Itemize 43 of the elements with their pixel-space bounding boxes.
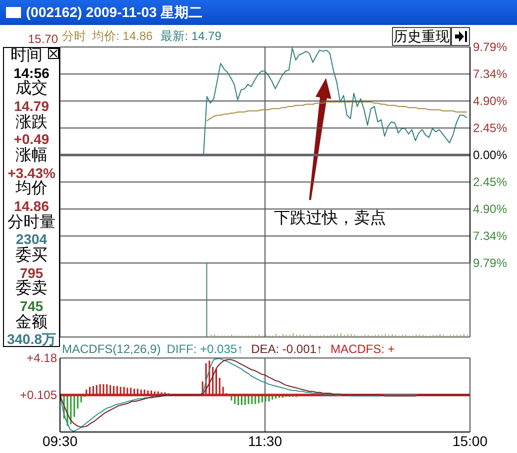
y-tick-label: 4.90% (473, 94, 508, 108)
y-tick-label: 0.00% (473, 148, 508, 162)
history-button: 历史重现 (392, 27, 451, 46)
x-tick-label: 11:30 (248, 432, 282, 449)
text: 成交 (16, 80, 48, 98)
y-tick-label: 2.45% (473, 120, 508, 135)
text: 涨幅 (16, 146, 48, 164)
text: 340.8万 (6, 331, 56, 348)
y-tick-label: +0.105 (20, 388, 58, 402)
text: +0.49 (14, 131, 50, 148)
text: 均价: 14.86 (92, 28, 153, 44)
y-tick-label: 9.79% (473, 256, 508, 270)
series-label: DEA: -0.001↑ (251, 342, 322, 356)
y-tick-label: +4.18 (26, 351, 58, 365)
text: 分时量 (8, 214, 56, 231)
text: 金额 (16, 314, 48, 330)
text: 14:56 (14, 64, 50, 81)
y-tick-label: 7.34% (473, 67, 508, 82)
y-tick-label: 7.34% (473, 228, 508, 243)
text: 745 (20, 298, 44, 314)
text: 委买 (16, 246, 48, 264)
y-tick-label: 2.45% (473, 175, 508, 190)
text: 14.86 (14, 198, 50, 214)
text: 14.79 (14, 98, 50, 114)
text: 时间 (10, 47, 42, 64)
text: 15.70 (28, 32, 58, 46)
text: 795 (20, 264, 44, 281)
x-tick-label: 15:00 (452, 432, 488, 449)
y-tick-label: 9.79% (473, 40, 508, 54)
text: 委卖 (16, 280, 48, 298)
series-label: DIFF: +0.035↑ (166, 342, 244, 356)
y-tick-label: 4.90% (473, 202, 508, 216)
annotation: 下跌过快，卖点 (274, 210, 386, 227)
text: 均价 (16, 180, 48, 198)
text: +3.43% (8, 164, 56, 181)
text: 2304 (16, 231, 48, 248)
text: MACDFS: + (330, 342, 395, 356)
chart-title: MACDFS(12,26,9) (62, 342, 161, 356)
series-label: 最新: 14.79 (160, 28, 222, 44)
x-tick-label: 09:30 (42, 432, 78, 449)
text: 涨跌 (16, 114, 48, 131)
chart-subtitle: 分时 (62, 28, 86, 44)
chart-title: (002162) 2009-11-03 星期二 (26, 4, 203, 20)
